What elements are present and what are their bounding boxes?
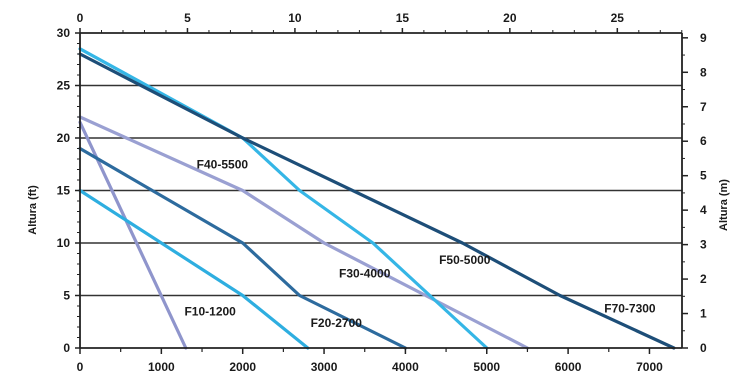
x-bottom-tick-label: 5000 [473, 360, 500, 374]
y-left-tick-label: 10 [57, 236, 71, 250]
x-bottom-tick-label: 4000 [392, 360, 419, 374]
series-label-f10-1200: F10-1200 [184, 304, 236, 318]
series-line-f30-4000 [78, 146, 407, 350]
x-top-tick-label: 0 [77, 11, 84, 25]
y-right-tick-label: 5 [700, 169, 707, 183]
y-axis-left-title: Altura (ft) [27, 185, 39, 235]
y-right-tick-label: 3 [700, 238, 707, 252]
series-label-f20-2700: F20-2700 [311, 316, 363, 330]
x-bottom-tick-label: 3000 [311, 360, 338, 374]
series-line-f20-2700 [78, 188, 310, 350]
series-line-f70-7300 [78, 52, 676, 350]
y-left-tick-label: 15 [57, 184, 71, 198]
x-bottom-tick-label: 7000 [636, 360, 663, 374]
y-right-tick-label: 7 [700, 100, 707, 114]
y-right-tick-label: 8 [700, 65, 707, 79]
x-bottom-tick-label: 6000 [555, 360, 582, 374]
y-right-tick-label: 1 [700, 307, 707, 321]
x-top-tick-label: 5 [184, 11, 191, 25]
y-axis-right-title: Altura (m) [718, 179, 730, 231]
grid-lines [80, 84, 682, 297]
x-top-tick-label: 20 [503, 11, 517, 25]
series-labels: F10-1200 F20-2700 F30-4000 F40-5500 F50-5000… [184, 157, 655, 330]
series-label-f40-5500: F40-5500 [197, 157, 249, 171]
y-left-tick-label: 20 [57, 131, 71, 145]
x-bottom-tick-label: 0 [77, 360, 84, 374]
x-bottom-tick-label: 1000 [148, 360, 175, 374]
y-right-tick-label: 4 [700, 203, 707, 217]
x-top-tick-label: 10 [288, 11, 302, 25]
x-top-tick-label: 15 [396, 11, 410, 25]
y-right-tick-label: 2 [700, 272, 707, 286]
y-left-tick-label: 30 [57, 26, 71, 40]
x-top-tick-label: 25 [611, 11, 625, 25]
y-right-tick-label: 9 [700, 31, 707, 45]
series-label-f30-4000: F30-4000 [339, 267, 391, 281]
y-right-tick-label: 0 [700, 341, 707, 355]
series-label-f70-7300: F70-7300 [604, 301, 656, 315]
y-left-tick-label: 0 [63, 341, 70, 355]
y-left-tick-label: 5 [63, 289, 70, 303]
series-lines [78, 47, 676, 350]
y-right-tick-label: 6 [700, 134, 707, 148]
x-bottom-tick-label: 2000 [229, 360, 256, 374]
series-line-f40-5500 [78, 115, 530, 350]
y-left-tick-label: 25 [57, 79, 71, 93]
series-label-f50-5000: F50-5000 [439, 253, 491, 267]
series-line-f50-5000 [78, 47, 489, 350]
